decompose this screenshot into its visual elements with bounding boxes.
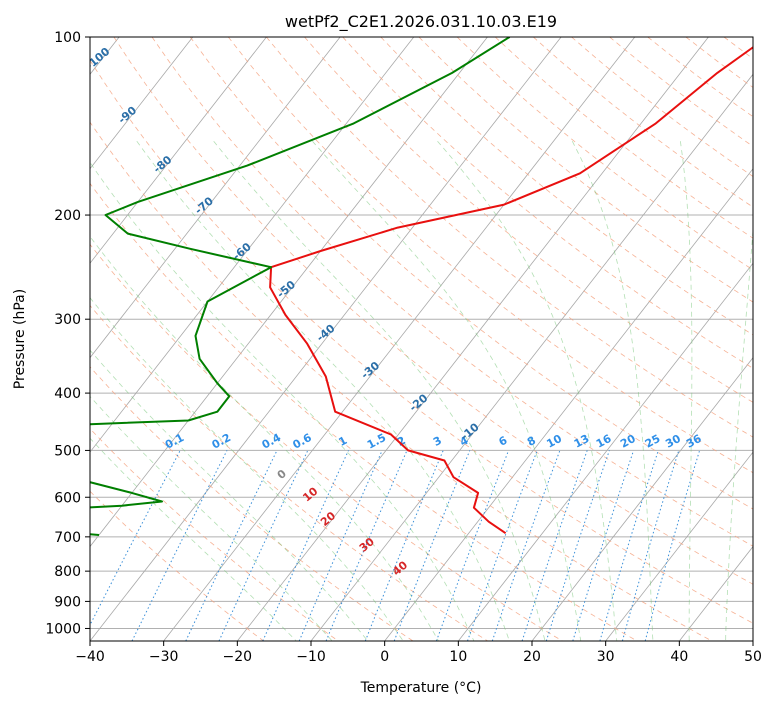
- x-tick-label: 30: [597, 649, 615, 665]
- mixing-ratio-label: 16: [594, 432, 614, 451]
- y-axis-label: Pressure (hPa): [12, 289, 28, 389]
- isotherm-line: [90, 37, 194, 170]
- mixing-ratio-line: [364, 450, 444, 641]
- isotherm-line: [384, 168, 753, 641]
- moist-adiabat-line: [680, 141, 693, 641]
- x-tick-label: 10: [449, 649, 467, 665]
- mixing-ratio-line: [218, 450, 309, 641]
- mixing-ratio-line: [621, 450, 680, 641]
- mixing-ratio-label: 25: [643, 432, 663, 451]
- y-tick-label: 700: [54, 530, 81, 546]
- x-tick-label: 50: [744, 649, 762, 665]
- moist-adiabat-line: [90, 235, 439, 641]
- grid-layer: 0.1 0.2 0.4 0.6 1 1.5 2 3 4 6 8 10 13 16 20 25 30 36-100-…: [90, 37, 753, 641]
- mixing-ratio-line: [644, 450, 701, 641]
- isotherm-line: [90, 37, 415, 453]
- dry-adiabat-line: [90, 428, 339, 641]
- mixing-ratio-label: 13: [572, 432, 592, 451]
- dry-adiabat-line: [304, 37, 753, 403]
- dry-adiabat-line: [189, 37, 753, 510]
- dry-adiabat-line: [227, 37, 753, 474]
- isotherm-line: [605, 451, 753, 641]
- mixing-ratio-line: [435, 450, 510, 641]
- chart-title: wetPf2_C2E1.2026.031.10.03.E19: [285, 12, 557, 32]
- y-tick-label: 900: [54, 594, 81, 610]
- mixing-ratio-line: [572, 450, 635, 641]
- moist-adiabat-line: [90, 161, 475, 641]
- moist-adiabat-line: [571, 141, 654, 641]
- moist-adiabat-line: [312, 140, 582, 641]
- y-tick-label: 1000: [45, 621, 81, 637]
- profile-layer: [90, 37, 753, 536]
- dry-adiabat-line: [90, 243, 563, 641]
- isotherm-line: [90, 37, 488, 548]
- moist-adiabat-line: [213, 140, 546, 641]
- x-tick-label: 0: [380, 649, 389, 665]
- dewpoint-profile-line: [90, 37, 511, 536]
- isotherm-line: [90, 37, 267, 264]
- y-tick-label: 600: [54, 490, 81, 506]
- dry-adiabat-line: [380, 37, 753, 336]
- x-tick-label: −40: [75, 649, 105, 665]
- mixing-ratio-line: [545, 450, 610, 641]
- isotherm-line: [237, 37, 709, 641]
- mixing-ratio-label: 36: [684, 432, 704, 451]
- x-axis-ticks: −40 −30 −20 −10 0 10 20 30 40 50: [75, 641, 762, 665]
- moist-adiabat-line: [725, 225, 753, 641]
- x-tick-label: 20: [523, 649, 541, 665]
- temperature-profile-line: [269, 46, 753, 535]
- x-axis-label: Temperature (°C): [360, 680, 482, 696]
- y-tick-label: 400: [54, 386, 81, 402]
- mixing-ratio-line: [491, 450, 561, 641]
- dry-adiabat-line: [342, 37, 753, 369]
- moist-adiabat-line: [90, 395, 333, 641]
- dry-adiabat-line: [266, 37, 753, 438]
- y-tick-label: 500: [54, 443, 81, 459]
- plot-frame: [89, 36, 754, 642]
- y-tick-label: 200: [54, 208, 81, 224]
- dry-adiabat-line: [418, 37, 753, 303]
- mixing-ratio-line: [262, 450, 349, 641]
- mixing-ratio-label: 20: [618, 432, 638, 451]
- mixing-ratio-line: [131, 450, 228, 641]
- isotherm-line: [531, 357, 753, 641]
- mixing-ratio-line: [298, 450, 383, 641]
- isotherm-line: [90, 37, 562, 641]
- dry-adiabat-line: [90, 366, 414, 641]
- mixing-ratio-line: [185, 450, 278, 641]
- x-tick-label: −10: [296, 649, 326, 665]
- mixing-ratio-label: 30: [663, 432, 683, 451]
- y-tick-label: 800: [54, 564, 81, 580]
- x-tick-label: −20: [223, 649, 253, 665]
- mixing-ratio-line: [521, 450, 588, 641]
- x-tick-label: 40: [670, 649, 688, 665]
- x-tick-label: −30: [149, 649, 179, 665]
- isotherm-line: [163, 37, 636, 641]
- isotherm-line: [310, 73, 753, 641]
- y-tick-label: 300: [54, 312, 81, 328]
- dry-adiabat-line: [90, 59, 753, 624]
- isotherm-line: [458, 262, 753, 641]
- y-axis-ticks: 100 200 300 400 500 600 700 800 900 1000: [45, 30, 90, 637]
- mixing-ratio-line: [393, 450, 471, 641]
- mixing-ratio-line: [599, 450, 659, 641]
- mixing-ratio-label: 10: [544, 432, 564, 451]
- dry-adiabat-line: [113, 37, 753, 585]
- mixing-ratio-line: [467, 450, 538, 641]
- dry-adiabat-line: [90, 182, 638, 641]
- moist-adiabat-line: [90, 349, 369, 641]
- dry-adiabat-line: [90, 121, 712, 641]
- y-tick-label: 100: [54, 30, 81, 46]
- moist-adiabat-line: [90, 297, 404, 641]
- isotherm-line: [90, 37, 341, 359]
- moist-adiabat-line: [437, 140, 618, 641]
- dry-adiabat-line: [151, 37, 753, 547]
